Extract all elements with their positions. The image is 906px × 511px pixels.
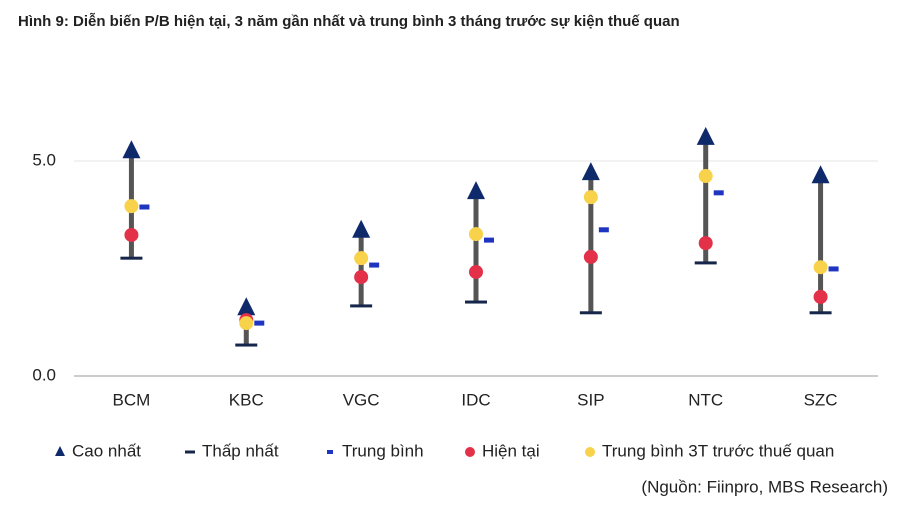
x-tick-label: IDC (461, 390, 490, 409)
marker-circle (124, 199, 139, 214)
marker-dash (694, 261, 717, 265)
marker-dash (235, 343, 258, 347)
marker-small-dash (254, 320, 265, 326)
marker-dash (120, 256, 143, 260)
marker-circle (124, 227, 139, 242)
marker-triangle (237, 297, 256, 316)
marker-triangle (581, 162, 600, 181)
legend-label: Trung bình 3T trước thuế quan (602, 441, 834, 460)
legend-label: Thấp nhất (202, 441, 279, 460)
marker-triangle (122, 140, 141, 159)
marker-small-dash (484, 237, 494, 243)
marker-circle (698, 169, 713, 184)
marker-small-dash (369, 262, 380, 268)
marker-small-dash (139, 204, 150, 210)
marker-triangle (467, 181, 485, 200)
legend-label: Hiện tại (482, 441, 540, 460)
legend-label: Cao nhất (72, 441, 141, 460)
marker-small-dash (713, 190, 724, 196)
marker-circle (354, 270, 369, 285)
marker-triangle (811, 165, 830, 184)
x-tick-label: VGC (343, 390, 380, 409)
marker-circle (239, 316, 254, 331)
y-tick-label: 5.0 (32, 150, 56, 169)
marker-triangle (696, 126, 715, 145)
marker-circle (469, 227, 483, 242)
x-tick-label: SIP (577, 390, 604, 409)
marker-small-dash (828, 266, 839, 272)
legend-marker (185, 450, 195, 454)
legend-marker (55, 446, 65, 456)
marker-circle (698, 236, 713, 251)
marker-dash (809, 311, 832, 315)
marker-circle (583, 190, 598, 205)
source: (Nguồn: Fiinpro, MBS Research) (641, 477, 888, 496)
marker-dash (350, 304, 373, 308)
marker-circle (354, 251, 369, 266)
marker-dash (465, 300, 487, 304)
legend-marker (585, 447, 595, 457)
x-tick-label: BCM (113, 390, 151, 409)
x-tick-label: NTC (688, 390, 723, 409)
marker-dash (579, 311, 602, 315)
legend-marker (327, 450, 333, 454)
marker-small-dash (598, 227, 609, 233)
x-tick-label: KBC (229, 390, 264, 409)
y-tick-label: 0.0 (32, 365, 56, 384)
marker-circle (813, 289, 828, 304)
chart-title: Hình 9: Diễn biến P/B hiện tại, 3 năm gầ… (18, 13, 680, 30)
marker-circle (813, 260, 828, 275)
x-tick-label: SZC (804, 390, 838, 409)
marker-circle (583, 249, 598, 264)
legend-marker (465, 447, 475, 457)
marker-circle (469, 264, 483, 279)
legend-label: Trung bình (342, 441, 424, 460)
marker-triangle (352, 219, 371, 238)
